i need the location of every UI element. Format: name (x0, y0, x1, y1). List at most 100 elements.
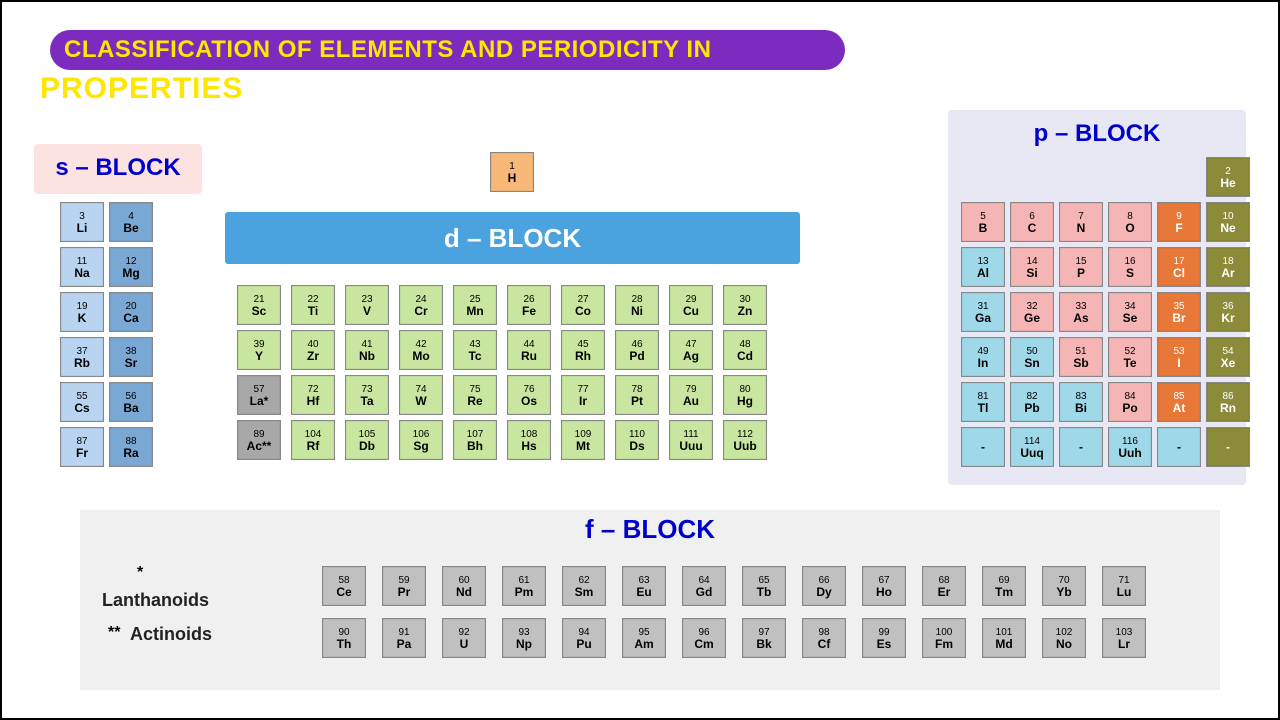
element-symbol: Sm (575, 586, 594, 599)
element-cell--: - (1157, 427, 1201, 467)
element-cell-Rn: 86Rn (1206, 382, 1250, 422)
element-symbol: Mo (412, 350, 429, 363)
element-symbol: Ar (1221, 267, 1234, 280)
element-cell-Rh: 45Rh (561, 330, 605, 370)
element-symbol: Ru (521, 350, 537, 363)
element-symbol: Es (877, 638, 892, 651)
element-symbol: Bi (1075, 402, 1087, 415)
element-cell-Si: 14Si (1010, 247, 1054, 287)
element-cell-Md: 101Md (982, 618, 1026, 658)
element-symbol: Br (1172, 312, 1185, 325)
element-symbol: Uuu (679, 440, 702, 453)
element-cell-Nb: 41Nb (345, 330, 389, 370)
element-cell-Mg: 12Mg (109, 247, 153, 287)
element-symbol: Cu (683, 305, 699, 318)
title-banner: CLASSIFICATION OF ELEMENTS AND PERIODICI… (50, 30, 845, 70)
element-cell-La*: 57La* (237, 375, 281, 415)
element-symbol: Sc (252, 305, 267, 318)
element-symbol: La* (250, 395, 269, 408)
element-symbol: Be (123, 222, 138, 235)
element-cell-W: 74W (399, 375, 443, 415)
element-cell-Au: 79Au (669, 375, 713, 415)
element-symbol: In (978, 357, 989, 370)
element-cell-C: 6C (1010, 202, 1054, 242)
element-symbol: Tb (757, 586, 772, 599)
element-cell-I: 53I (1157, 337, 1201, 377)
element-cell-Sn: 50Sn (1010, 337, 1054, 377)
element-symbol: Y (255, 350, 263, 363)
element-symbol: Hf (307, 395, 320, 408)
element-cell-Cl: 17Cl (1157, 247, 1201, 287)
element-cell-Eu: 63Eu (622, 566, 666, 606)
element-cell-At: 85At (1157, 382, 1201, 422)
element-cell-Mo: 42Mo (399, 330, 443, 370)
p-block-label: p – BLOCK (948, 120, 1246, 148)
element-symbol: Os (521, 395, 537, 408)
element-cell-Pd: 46Pd (615, 330, 659, 370)
element-cell--: - (1206, 427, 1250, 467)
element-symbol: Fm (935, 638, 953, 651)
element-cell-Ge: 32Ge (1010, 292, 1054, 332)
element-symbol: Cl (1173, 267, 1185, 280)
element-cell-Fr: 87Fr (60, 427, 104, 467)
element-symbol: Na (74, 267, 89, 280)
element-symbol: No (1056, 638, 1072, 651)
element-symbol: Zn (738, 305, 753, 318)
element-cell-Pa: 91Pa (382, 618, 426, 658)
element-cell-Na: 11Na (60, 247, 104, 287)
element-symbol: Ca (123, 312, 138, 325)
element-symbol: Ni (631, 305, 643, 318)
element-cell-Cd: 48Cd (723, 330, 767, 370)
actinoids-label: Actinoids (130, 624, 212, 645)
element-symbol: Kr (1221, 312, 1234, 325)
element-cell-Zr: 40Zr (291, 330, 335, 370)
element-cell-Ce: 58Ce (322, 566, 366, 606)
element-cell-Bi: 83Bi (1059, 382, 1103, 422)
element-symbol: Xe (1221, 357, 1236, 370)
element-cell-Er: 68Er (922, 566, 966, 606)
element-cell-He: 2He (1206, 157, 1250, 197)
element-symbol: Co (575, 305, 591, 318)
element-symbol: Lu (1117, 586, 1132, 599)
element-cell-Sr: 38Sr (109, 337, 153, 377)
element-symbol: Ga (975, 312, 991, 325)
element-symbol: C (1028, 222, 1037, 235)
element-symbol: Ac** (247, 440, 272, 453)
element-cell-Np: 93Np (502, 618, 546, 658)
element-symbol: Al (977, 267, 989, 280)
element-symbol: Mg (122, 267, 139, 280)
element-symbol: Uub (733, 440, 756, 453)
element-cell-As: 33As (1059, 292, 1103, 332)
element-symbol: Ne (1220, 222, 1235, 235)
element-cell-Pm: 61Pm (502, 566, 546, 606)
element-cell-Tb: 65Tb (742, 566, 786, 606)
element-symbol: Nd (456, 586, 472, 599)
element-symbol: Eu (636, 586, 651, 599)
s-block-label: s – BLOCK (34, 154, 202, 182)
element-symbol: As (1073, 312, 1088, 325)
d-block-banner: d – BLOCK (225, 212, 800, 264)
element-symbol: Cr (414, 305, 427, 318)
element-symbol: K (78, 312, 87, 325)
element-cell-Cr: 24Cr (399, 285, 443, 325)
element-symbol: Ta (360, 395, 373, 408)
element-cell-Br: 35Br (1157, 292, 1201, 332)
element-cell-Rb: 37Rb (60, 337, 104, 377)
element-cell-Dy: 66Dy (802, 566, 846, 606)
element-symbol: Dy (816, 586, 831, 599)
f-block-label: f – BLOCK (80, 514, 1220, 545)
element-symbol: Fe (522, 305, 536, 318)
element-symbol: - (981, 441, 985, 454)
element-symbol: Hs (521, 440, 536, 453)
element-cell-H: 1H (490, 152, 534, 192)
element-symbol: Ge (1024, 312, 1040, 325)
element-cell-Fm: 100Fm (922, 618, 966, 658)
element-symbol: Cd (737, 350, 753, 363)
element-cell-Os: 76Os (507, 375, 551, 415)
element-symbol: Sr (125, 357, 138, 370)
element-symbol: Nb (359, 350, 375, 363)
element-symbol: Db (359, 440, 375, 453)
element-cell-Ag: 47Ag (669, 330, 713, 370)
element-symbol: H (508, 172, 517, 185)
element-cell-No: 102No (1042, 618, 1086, 658)
